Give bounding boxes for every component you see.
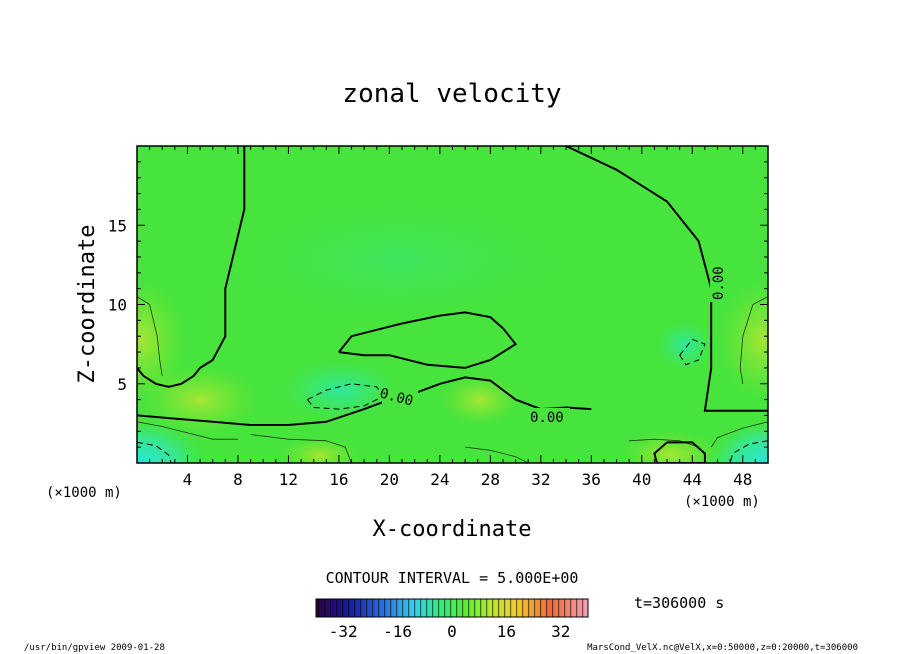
x-tick-label: 12 xyxy=(279,470,298,489)
x-tick-label: 20 xyxy=(380,470,399,489)
contour-label: 0.00 xyxy=(530,410,564,426)
contour-label-bg xyxy=(382,388,418,404)
zero-contour xyxy=(653,441,706,463)
x-tick-label: 8 xyxy=(233,470,243,489)
y-tick-label: 10 xyxy=(108,296,127,315)
x-tick-label: 40 xyxy=(632,470,651,489)
y-axis-label: Z-coordinate xyxy=(75,225,100,384)
thin-contour xyxy=(250,434,352,463)
zero-contour xyxy=(565,146,768,412)
colorbar: -32 -16 0 16 32 xyxy=(315,598,589,641)
x-tick-label: 44 xyxy=(683,470,702,489)
y-tick-label: 5 xyxy=(117,375,127,394)
colorbar-tick-label: -16 xyxy=(383,622,412,641)
chart-title: zonal velocity xyxy=(342,79,561,109)
x-axis-label: X-coordinate xyxy=(373,517,532,542)
contour-label: 0.00 xyxy=(711,266,727,300)
zero-contour xyxy=(338,311,518,369)
x-tick-label: 36 xyxy=(582,470,601,489)
negative-contour xyxy=(679,338,706,366)
thin-contour xyxy=(137,296,163,376)
colorbar-ticks: -32 -16 0 16 32 xyxy=(329,622,571,641)
x-tick-label: 48 xyxy=(733,470,752,489)
x-unit-label-right: (×1000 m) xyxy=(684,494,760,510)
colorbar-tick-label: 16 xyxy=(497,622,516,641)
contour-label-bg xyxy=(710,262,726,302)
x-tick-label: 28 xyxy=(481,470,500,489)
x-tick-label: 16 xyxy=(329,470,348,489)
x-axis-ticks: 4 8 12 16 20 24 28 32 36 40 44 48 xyxy=(149,146,756,489)
thin-contour xyxy=(137,421,238,440)
colorbar-tick-label: 0 xyxy=(447,622,457,641)
heatmap-field xyxy=(137,146,768,463)
y-axis-ticks: 5 10 15 xyxy=(108,161,768,448)
y-tick-label: 15 xyxy=(108,216,127,235)
time-label: t=306000 s xyxy=(634,594,724,612)
footer-right: MarsCond_VelX.nc@VelX,x=0:50000,z=0:2000… xyxy=(587,643,858,653)
colorbar-tick-label: -32 xyxy=(329,622,358,641)
x-tick-label: 4 xyxy=(183,470,193,489)
negative-contour xyxy=(729,440,768,463)
x-unit-label-left: (×1000 m) xyxy=(46,485,122,501)
colorbar-tick-label: 32 xyxy=(551,622,570,641)
footer-left: /usr/bin/gpview 2009-01-28 xyxy=(24,643,165,653)
x-tick-label: 24 xyxy=(430,470,449,489)
contour-interval-text: CONTOUR INTERVAL = 5.000E+00 xyxy=(326,569,579,587)
thin-contour xyxy=(739,296,768,384)
thin-contour xyxy=(710,421,768,448)
zero-contour xyxy=(137,146,246,388)
contour-label-bg xyxy=(530,408,570,424)
thin-contour xyxy=(465,446,529,463)
x-tick-label: 32 xyxy=(531,470,550,489)
